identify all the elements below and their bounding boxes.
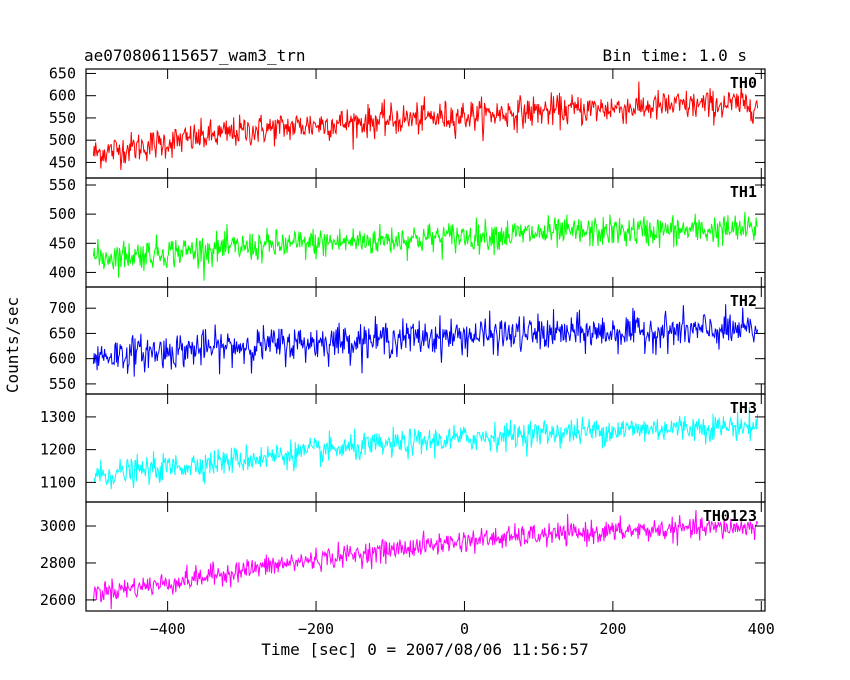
x-tick-label: 200	[599, 620, 626, 638]
chart-title: ae070806115657_wam3_trn	[84, 46, 306, 65]
bin-time-label: Bin time: 1.0 s	[603, 46, 748, 65]
panel-th3: 1100 1200 1300 TH3	[40, 393, 766, 503]
y-tick-label: 550	[49, 375, 76, 393]
series-line-th0	[92, 81, 759, 170]
panels: 450 500 550 600 650 TH0 400 450 500 550 TH1 550 600 6…	[40, 64, 775, 638]
panel-th2: 550 600 650 700 TH2	[49, 286, 766, 395]
y-tick-label: 1300	[40, 408, 76, 426]
y-tick-label: 2600	[40, 591, 76, 609]
panel-frame	[85, 501, 766, 612]
y-tick-label: 500	[49, 205, 76, 223]
panel-th0123: 2600 2800 3000 TH0123	[40, 501, 766, 612]
series-line-th2	[92, 304, 759, 377]
series-label-th3: TH3	[730, 399, 757, 417]
y-tick-label: 550	[49, 176, 76, 194]
y-tick-label: 2800	[40, 554, 76, 572]
series-label-th2: TH2	[730, 292, 757, 310]
y-axis-label: Counts/sec	[3, 297, 22, 393]
y-tick-label: 650	[49, 64, 76, 82]
y-tick-label: 450	[49, 153, 76, 171]
x-tick-label: 0	[460, 620, 469, 638]
y-tick-label: 450	[49, 234, 76, 252]
x-axis-label: Time [sec] 0 = 2007/08/06 11:56:57	[261, 640, 589, 659]
y-tick-label: 400	[49, 263, 76, 281]
x-tick-label: 400	[748, 620, 775, 638]
x-tick-label: −200	[298, 620, 334, 638]
y-tick-label: 3000	[40, 517, 76, 535]
y-tick-label: 700	[49, 299, 76, 317]
series-line-th3	[93, 406, 759, 490]
x-tick-label: −400	[150, 620, 186, 638]
series-label-th0123: TH0123	[703, 507, 757, 525]
panel-frame	[85, 393, 766, 503]
y-tick-label: 600	[49, 350, 76, 368]
series-label-th0: TH0	[730, 74, 757, 92]
y-tick-label: 600	[49, 87, 76, 105]
y-tick-label: 550	[49, 109, 76, 127]
panel-th1: 400 450 500 550 TH1	[49, 176, 766, 288]
y-tick-label: 1100	[40, 473, 76, 491]
y-tick-label: 650	[49, 324, 76, 342]
series-line-th1	[92, 211, 759, 281]
y-tick-label: 500	[49, 131, 76, 149]
panel-frame	[85, 68, 766, 179]
y-tick-label: 1200	[40, 441, 76, 459]
panel-th0: 450 500 550 600 650 TH0	[49, 64, 766, 179]
series-label-th1: TH1	[730, 183, 757, 201]
series-line-th0123	[92, 510, 759, 610]
